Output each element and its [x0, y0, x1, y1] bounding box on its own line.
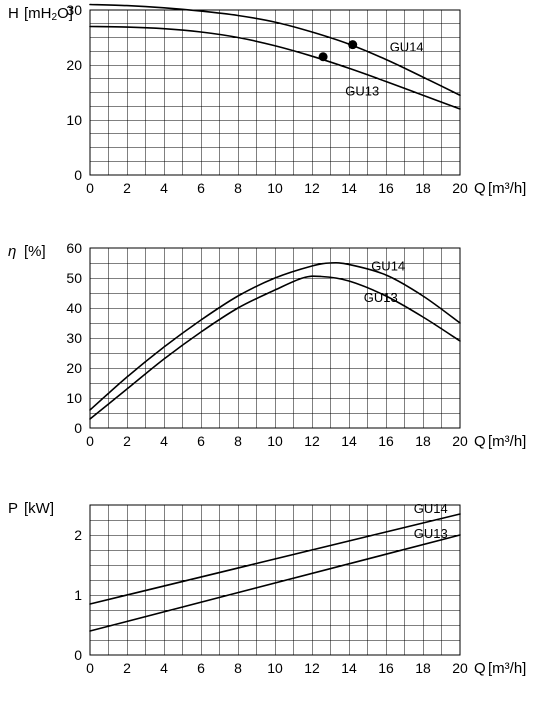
data-marker	[319, 52, 328, 61]
x-axis-symbol: Q	[474, 180, 486, 197]
x-tick-label: 4	[160, 433, 168, 449]
x-tick-label: 16	[378, 660, 394, 676]
y-tick-label: 60	[66, 240, 82, 256]
y-axis-unit: [kW]	[24, 500, 54, 517]
x-tick-label: 6	[197, 433, 205, 449]
y-tick-label: 10	[66, 112, 82, 128]
x-axis-unit: [m³/h]	[488, 433, 526, 450]
data-marker	[348, 40, 357, 49]
x-tick-label: 20	[452, 180, 468, 196]
x-tick-label: 18	[415, 433, 431, 449]
x-tick-label: 18	[415, 660, 431, 676]
x-tick-label: 10	[267, 660, 283, 676]
x-tick-label: 14	[341, 433, 357, 449]
x-tick-label: 16	[378, 180, 394, 196]
x-tick-label: 2	[123, 433, 131, 449]
x-tick-label: 12	[304, 180, 320, 196]
y-tick-label: 30	[66, 330, 82, 346]
x-tick-label: 8	[234, 660, 242, 676]
x-axis-symbol: Q	[474, 660, 486, 677]
series-label-gu13: GU13	[414, 526, 448, 541]
x-tick-label: 20	[452, 433, 468, 449]
x-tick-label: 0	[86, 180, 94, 196]
y-tick-label: 1	[74, 587, 82, 603]
series-label-gu14: GU14	[414, 501, 448, 516]
x-tick-label: 0	[86, 660, 94, 676]
y-tick-label: 50	[66, 270, 82, 286]
y-axis-symbol: P	[8, 500, 18, 517]
x-tick-label: 12	[304, 433, 320, 449]
x-tick-label: 4	[160, 180, 168, 196]
x-tick-label: 6	[197, 660, 205, 676]
y-tick-label: 0	[74, 167, 82, 183]
x-tick-label: 2	[123, 180, 131, 196]
y-axis-symbol: H	[8, 5, 19, 22]
y-tick-label: 10	[66, 390, 82, 406]
y-tick-label: 20	[66, 360, 82, 376]
y-tick-label: 0	[74, 647, 82, 663]
x-tick-label: 0	[86, 433, 94, 449]
x-tick-label: 2	[123, 660, 131, 676]
series-label-gu13: GU13	[364, 290, 398, 305]
x-tick-label: 8	[234, 180, 242, 196]
x-tick-label: 12	[304, 660, 320, 676]
y-axis-symbol: η	[8, 243, 16, 260]
x-axis-unit: [m³/h]	[488, 660, 526, 677]
x-axis-symbol: Q	[474, 433, 486, 450]
x-tick-label: 6	[197, 180, 205, 196]
x-tick-label: 18	[415, 180, 431, 196]
x-tick-label: 10	[267, 433, 283, 449]
y-tick-label: 0	[74, 420, 82, 436]
y-axis-unit: [mH2O]	[24, 5, 73, 23]
x-tick-label: 14	[341, 660, 357, 676]
x-tick-label: 4	[160, 660, 168, 676]
x-axis-unit: [m³/h]	[488, 180, 526, 197]
x-tick-label: 16	[378, 433, 394, 449]
y-axis-unit: [%]	[24, 243, 46, 260]
x-tick-label: 8	[234, 433, 242, 449]
x-tick-label: 14	[341, 180, 357, 196]
y-tick-label: 20	[66, 57, 82, 73]
y-tick-label: 2	[74, 527, 82, 543]
series-label-gu13: GU13	[345, 83, 379, 98]
pump-curves-figure: 024681012141618200102030H[mH2O]Q[m³/h]GU…	[0, 0, 543, 716]
x-tick-label: 10	[267, 180, 283, 196]
series-label-gu14: GU14	[390, 39, 424, 54]
y-tick-label: 40	[66, 300, 82, 316]
series-label-gu14: GU14	[371, 259, 405, 274]
x-tick-label: 20	[452, 660, 468, 676]
